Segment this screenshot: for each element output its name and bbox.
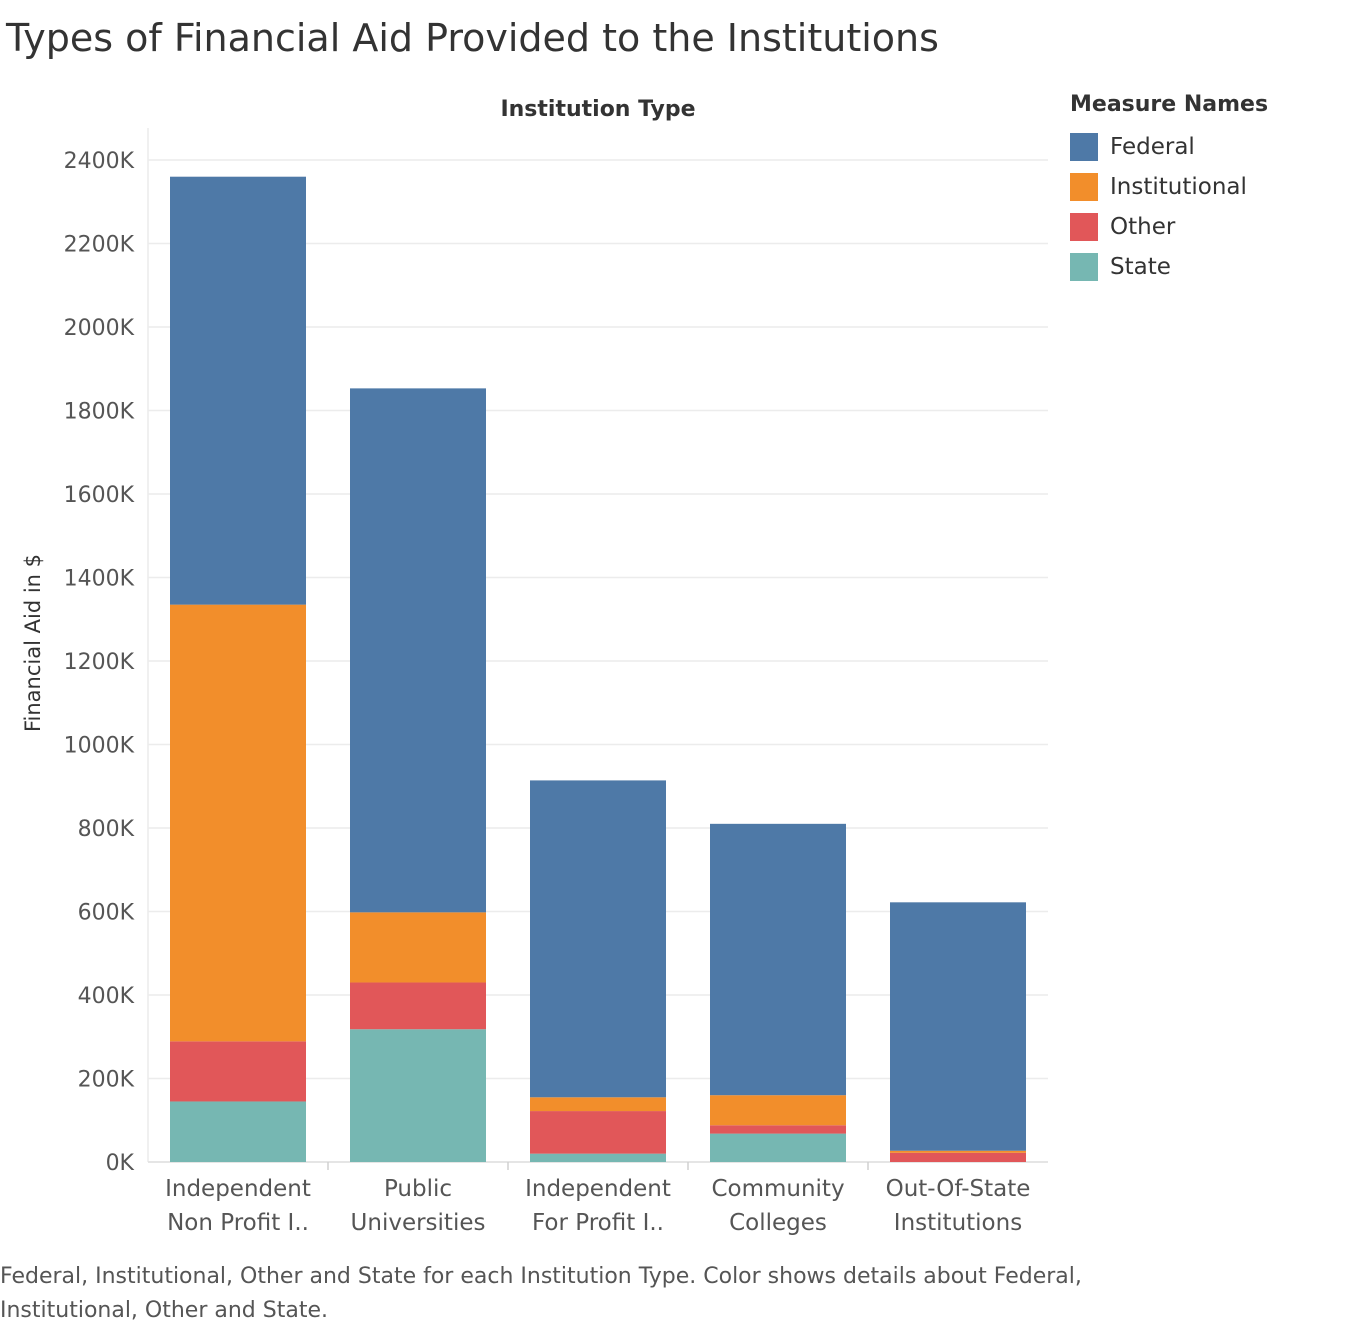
bar-segment-state[interactable] (350, 1029, 486, 1162)
legend: Measure Names Federal Institutional Other S… (1070, 92, 1268, 287)
legend-item-other[interactable]: Other (1070, 207, 1268, 247)
legend-item-institutional[interactable]: Institutional (1070, 167, 1268, 207)
legend-title: Measure Names (1070, 92, 1269, 117)
x-tick-label: Community (711, 1176, 844, 1202)
y-tick-label: 800K (78, 817, 135, 842)
x-tick-label: Non Profit I.. (167, 1210, 309, 1236)
legend-item-federal[interactable]: Federal (1070, 127, 1268, 167)
bar-segment-institutional[interactable] (350, 912, 486, 983)
x-tick-label: Out-Of-State (886, 1176, 1031, 1202)
y-axis-label: Financial Aid in $ (21, 554, 45, 732)
bar-segment-federal[interactable] (350, 388, 486, 913)
stacked-bar-chart: 0K 200K 400K 600K 800K 1000K 1200K 1400K 1600K 18… (21, 97, 1048, 1236)
legend-label: State (1110, 254, 1171, 280)
bar-segment-federal[interactable] (170, 176, 306, 605)
y-tick-label: 0K (106, 1151, 135, 1176)
y-tick-label: 1400K (64, 567, 135, 592)
y-tick-label: 1000K (64, 734, 135, 759)
y-tick-label: 1800K (64, 400, 135, 425)
legend-item-state[interactable]: State (1070, 247, 1268, 287)
y-tick-label: 2200K (64, 233, 135, 258)
bar-segment-state[interactable] (530, 1153, 666, 1162)
x-tick-label: Institutions (894, 1210, 1022, 1236)
y-tick-label: 200K (78, 1068, 135, 1093)
y-tick-label: 1200K (64, 650, 135, 675)
bar-segment-institutional[interactable] (170, 604, 306, 1042)
bar-segment-institutional[interactable] (530, 1097, 666, 1112)
bar-segment-institutional[interactable] (890, 1150, 1026, 1153)
bar-segment-other[interactable] (890, 1152, 1026, 1162)
y-tick-label: 400K (78, 984, 135, 1009)
y-tick-label: 2400K (64, 149, 135, 174)
legend-swatch (1070, 253, 1098, 281)
y-tick-label: 1600K (64, 483, 135, 508)
bar-segment-federal[interactable] (890, 902, 1026, 1151)
legend-label: Federal (1110, 134, 1195, 160)
bars (170, 176, 1026, 1162)
x-tick-label: Universities (351, 1210, 486, 1236)
legend-swatch (1070, 173, 1098, 201)
legend-label: Other (1110, 214, 1176, 240)
chart-title: Types of Financial Aid Provided to the I… (6, 16, 939, 60)
bar-segment-state[interactable] (170, 1101, 306, 1162)
bar-segment-other[interactable] (530, 1111, 666, 1154)
bar-segment-federal[interactable] (530, 780, 666, 1098)
x-tick-label: Independent (165, 1176, 311, 1202)
bar-segment-institutional[interactable] (710, 1095, 846, 1126)
bar-segment-other[interactable] (350, 982, 486, 1030)
legend-label: Institutional (1110, 174, 1247, 200)
bar-segment-other[interactable] (170, 1041, 306, 1102)
x-axis-ticks: Independent Non Profit I.. Public Universit… (165, 1162, 1030, 1236)
chart-caption: Federal, Institutional, Other and State … (0, 1264, 1082, 1323)
y-tick-label: 600K (78, 901, 135, 926)
x-tick-label: Independent (525, 1176, 671, 1202)
legend-items: Federal Institutional Other State (1070, 127, 1268, 287)
bar-segment-federal[interactable] (710, 823, 846, 1096)
x-tick-label: Colleges (729, 1210, 827, 1236)
legend-swatch (1070, 133, 1098, 161)
column-header: Institution Type (500, 97, 695, 122)
bar-segment-other[interactable] (710, 1125, 846, 1134)
x-tick-label: Public (384, 1176, 452, 1202)
bar-segment-state[interactable] (710, 1133, 846, 1162)
y-axis-ticks: 0K 200K 400K 600K 800K 1000K 1200K 1400K 1600K 18… (64, 149, 135, 1176)
legend-swatch (1070, 213, 1098, 241)
x-tick-label: For Profit I.. (532, 1210, 664, 1236)
y-tick-label: 2000K (64, 316, 135, 341)
